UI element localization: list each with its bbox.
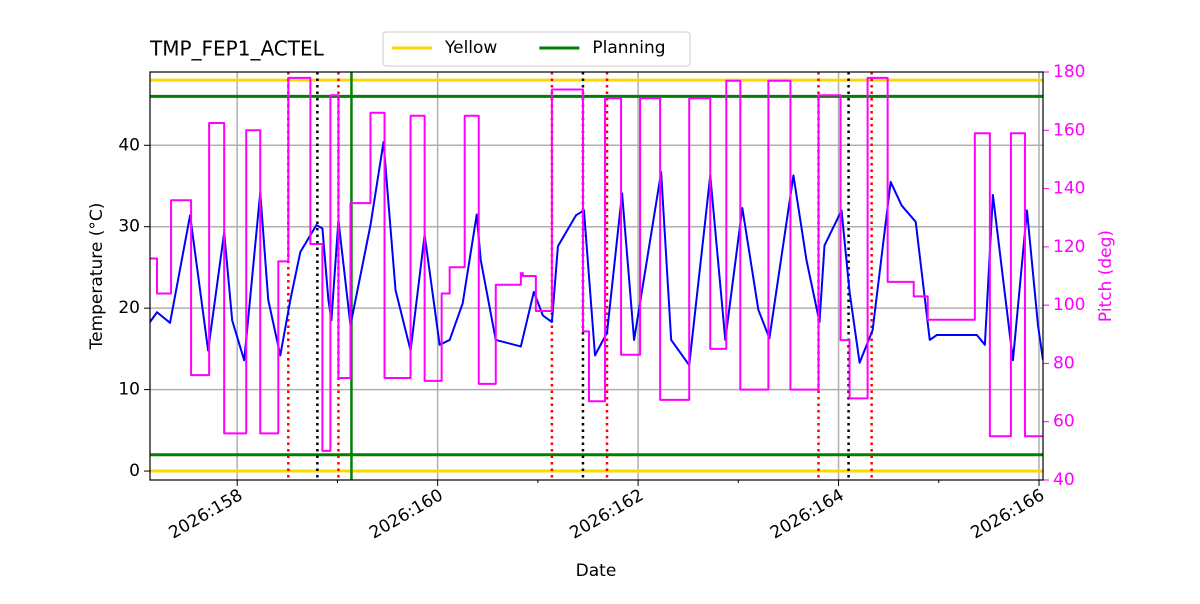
chart-title: TMP_FEP1_ACTEL [149,37,325,61]
y2-tick-label: 140 [1053,179,1085,199]
y2-tick-label: 60 [1053,412,1075,432]
y2-tick-label: 100 [1053,295,1085,315]
y-tick-label: 40 [118,135,140,155]
y2-tick-label: 80 [1053,353,1075,373]
y2-tick-label: 120 [1053,237,1085,257]
x-axis-label: Date [576,561,617,581]
legend-label: Planning [592,38,665,58]
legend-box [382,31,691,67]
y-tick-label: 0 [129,461,140,481]
data-line [150,141,1043,367]
legend: Yellow Planning [382,31,691,67]
legend-label: Yellow [444,38,497,58]
x-tick-label: 2026:158 [166,485,247,543]
x-tick-label: 2026:162 [567,485,648,543]
x-tick-label: 2026:160 [366,485,447,543]
y-tick-label: 10 [118,380,140,400]
data-line [150,76,1043,452]
y2-axis-label: Pitch (deg) [1096,230,1116,322]
y-axis-label: Temperature (°C) [87,203,107,351]
y-tick-label: 30 [118,217,140,237]
axes-frame [149,71,1044,481]
plot-area [150,72,1043,480]
y2-tick-label: 180 [1053,62,1085,82]
y-tick-label: 20 [118,298,140,318]
x-tick-label: 2026:166 [967,485,1048,543]
y2-tick-label: 160 [1053,120,1085,140]
x-tick-label: 2026:164 [767,485,848,543]
y2-tick-label: 40 [1053,470,1075,490]
